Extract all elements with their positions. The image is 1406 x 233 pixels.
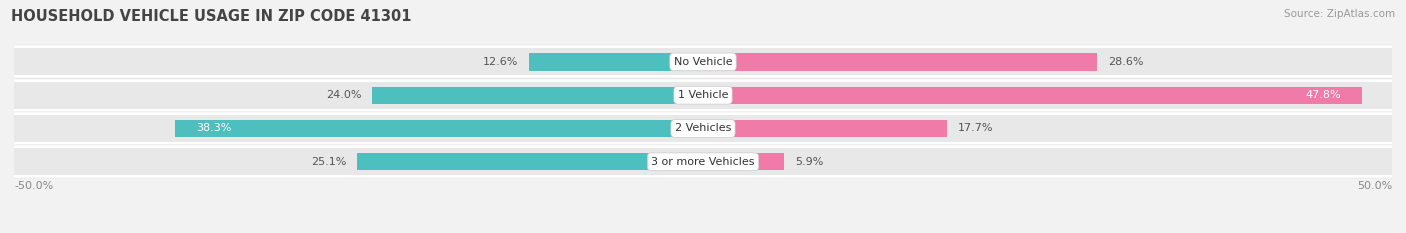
Bar	[373, 86, 703, 104]
Bar	[0, 145, 1406, 178]
Bar	[530, 53, 703, 71]
Text: 17.7%: 17.7%	[957, 123, 994, 134]
Bar	[14, 82, 1392, 109]
Text: 25.1%: 25.1%	[311, 157, 346, 167]
Text: 28.6%: 28.6%	[1108, 57, 1143, 67]
Text: 3 or more Vehicles: 3 or more Vehicles	[651, 157, 755, 167]
Bar	[357, 153, 703, 170]
Text: 12.6%: 12.6%	[484, 57, 519, 67]
Text: 47.8%: 47.8%	[1305, 90, 1341, 100]
Text: 2 Vehicles: 2 Vehicles	[675, 123, 731, 134]
Bar	[703, 120, 946, 137]
Bar	[14, 148, 1392, 175]
Text: 1 Vehicle: 1 Vehicle	[678, 90, 728, 100]
Bar	[703, 153, 785, 170]
Text: No Vehicle: No Vehicle	[673, 57, 733, 67]
Bar	[14, 48, 1392, 75]
Text: -50.0%: -50.0%	[14, 181, 53, 191]
Bar	[14, 115, 1392, 142]
Bar	[703, 53, 1097, 71]
Legend: Owner-occupied, Renter-occupied: Owner-occupied, Renter-occupied	[572, 230, 834, 233]
Text: 24.0%: 24.0%	[326, 90, 361, 100]
Bar	[0, 45, 1406, 78]
Bar	[0, 79, 1406, 112]
Text: HOUSEHOLD VEHICLE USAGE IN ZIP CODE 41301: HOUSEHOLD VEHICLE USAGE IN ZIP CODE 4130…	[11, 9, 412, 24]
Text: Source: ZipAtlas.com: Source: ZipAtlas.com	[1284, 9, 1395, 19]
Text: 50.0%: 50.0%	[1357, 181, 1392, 191]
Bar	[176, 120, 703, 137]
Bar	[0, 112, 1406, 145]
Text: 38.3%: 38.3%	[195, 123, 232, 134]
Bar	[703, 86, 1361, 104]
Text: 5.9%: 5.9%	[796, 157, 824, 167]
